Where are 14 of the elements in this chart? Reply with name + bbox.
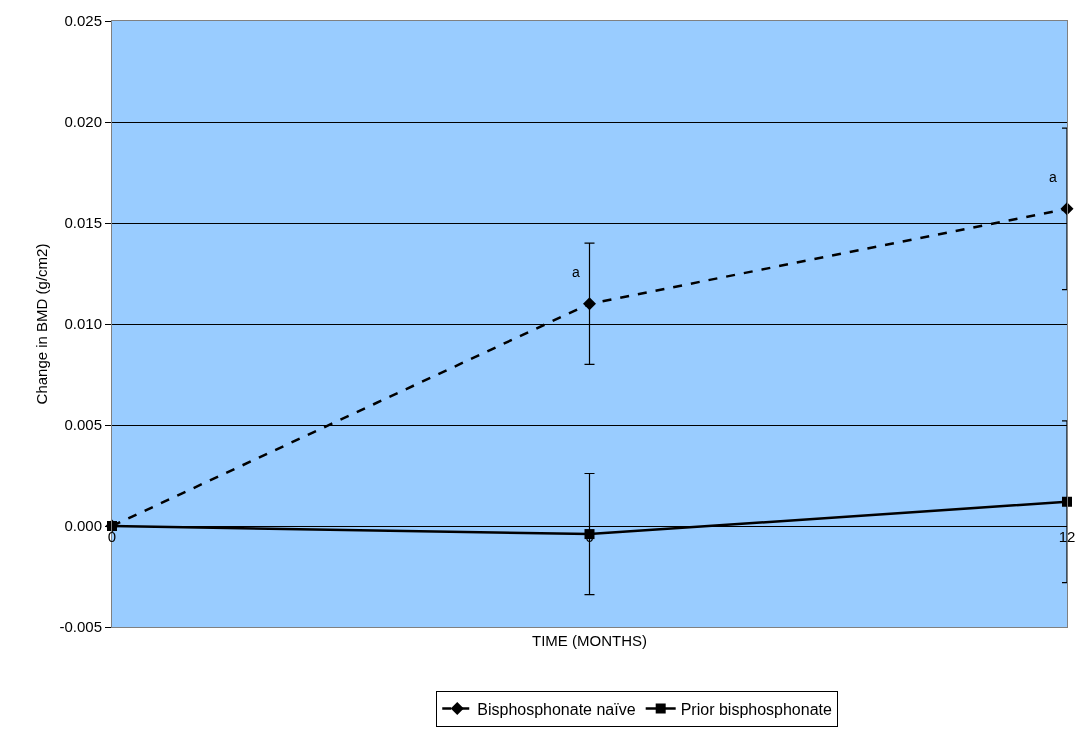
x-tick-label: 0 bbox=[107, 528, 117, 545]
y-tick-label: -0.005 bbox=[59, 618, 102, 636]
y-tick-label: 0.000 bbox=[64, 517, 102, 535]
y-tick-label: 0.015 bbox=[64, 214, 102, 232]
y-axis-title: Change in BMD (g/cm2) bbox=[32, 243, 50, 405]
legend-label: Bisphosphonate naïve bbox=[477, 700, 636, 718]
x-axis-title: TIME (MONTHS) bbox=[532, 632, 647, 649]
annotation: a bbox=[572, 264, 580, 280]
annotation: a bbox=[1049, 169, 1057, 185]
y-tick-label: 0.025 bbox=[64, 12, 102, 30]
y-tick-label: 0.020 bbox=[64, 113, 102, 131]
y-tick-label: 0.010 bbox=[64, 315, 102, 333]
y-tick-label: 0.005 bbox=[64, 416, 102, 434]
legend-label: Prior bisphosphonate bbox=[680, 700, 833, 718]
